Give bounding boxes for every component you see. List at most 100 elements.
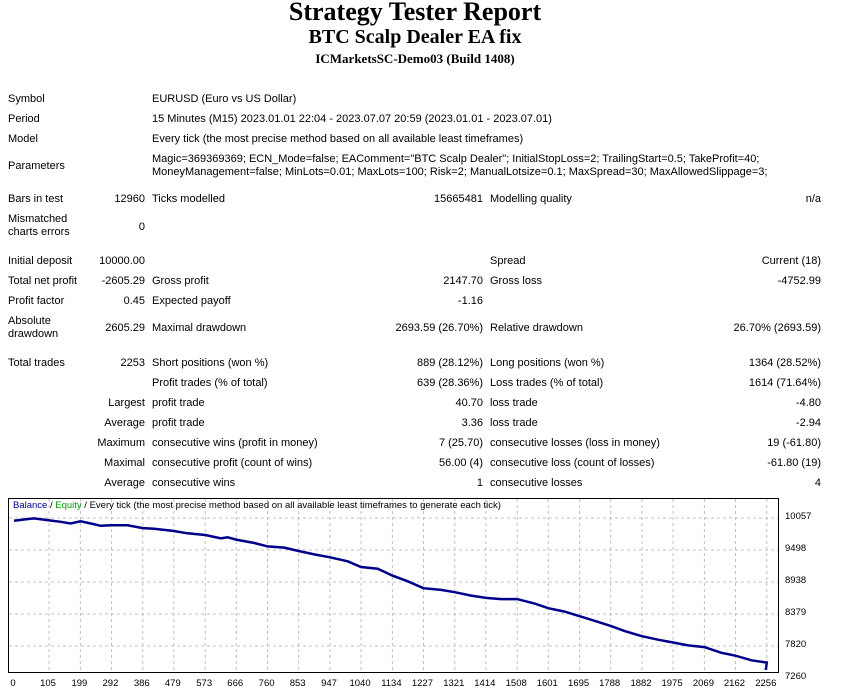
stat-cell-f: -61.80 (19) xyxy=(767,457,821,469)
stat-cell-b: 2253 xyxy=(120,357,145,369)
stat-cell-d: 3.36 xyxy=(461,417,483,429)
stat-cell-e: Long positions (won %) xyxy=(490,357,605,369)
x-tick-label: 1227 xyxy=(411,678,433,689)
stat-cell-a: Period xyxy=(8,113,40,125)
x-tick-label: 573 xyxy=(196,678,213,689)
stat-cell-f: -4752.99 xyxy=(777,275,821,287)
y-tick-label: 10057 xyxy=(785,511,812,522)
x-tick-label: 666 xyxy=(227,678,244,689)
stat-cell-b: Maximum xyxy=(97,437,145,449)
balance-line xyxy=(13,517,769,671)
x-tick-label: 386 xyxy=(133,678,150,689)
stat-cell-e: Modelling quality xyxy=(490,193,572,205)
stat-cell-d: 639 (28.36%) xyxy=(416,377,483,389)
stat-cell-a: Parameters xyxy=(8,160,65,172)
stat-cell-c: EURUSD (Euro vs US Dollar) xyxy=(152,93,297,105)
stat-cell-b: Average xyxy=(104,477,145,489)
x-tick-label: 479 xyxy=(164,678,181,689)
stat-cell-f: 26.70% (2693.59) xyxy=(733,322,821,334)
stat-cell-c: 15 Minutes (M15) 2023.01.01 22:04 - 2023… xyxy=(152,113,552,125)
stat-cell-b: -2605.29 xyxy=(101,275,145,287)
stat-cell-c: Expected payoff xyxy=(152,295,231,307)
x-tick-label: 2069 xyxy=(692,678,714,689)
x-tick-label: 1414 xyxy=(474,678,496,689)
stat-cell-c: Ticks modelled xyxy=(152,193,225,205)
x-tick-label: 0 xyxy=(10,678,16,689)
stat-cell-b: 0 xyxy=(138,221,145,233)
chart-plot xyxy=(9,499,778,672)
stat-cell-b: Largest xyxy=(108,397,145,409)
stat-cell-c: consecutive profit (count of wins) xyxy=(152,457,313,469)
stat-cell-c: consecutive wins xyxy=(152,477,236,489)
stat-cell-f: -4.80 xyxy=(795,397,821,409)
stat-cell-f: Current (18) xyxy=(761,255,821,267)
x-tick-label: 1508 xyxy=(505,678,527,689)
y-tick-label: 8379 xyxy=(785,606,807,618)
stat-cell-a: Bars in test xyxy=(8,193,64,205)
stat-cell-e: Spread xyxy=(490,255,526,267)
stat-cell-f: n/a xyxy=(805,193,821,205)
stat-cell-e: Loss trades (% of total) xyxy=(490,377,604,389)
stat-cell-a: Model xyxy=(8,133,38,145)
x-tick-label: 292 xyxy=(102,678,119,689)
x-tick-label: 1695 xyxy=(568,678,590,689)
stat-cell-a: Symbol xyxy=(8,93,45,105)
legend-balance: Balance xyxy=(13,500,48,511)
x-tick-label: 199 xyxy=(71,678,88,689)
stat-cell-c: Gross profit xyxy=(152,275,209,287)
stat-cell-d: 7 (25.70) xyxy=(438,437,483,449)
x-tick-label: 947 xyxy=(321,678,337,689)
stat-cell-c: Profit trades (% of total) xyxy=(152,377,268,389)
legend-sep: / xyxy=(81,500,90,511)
stat-cell-b: 10000.00 xyxy=(99,255,145,267)
chart-legend: Balance / Equity / Every tick (the most … xyxy=(13,500,501,511)
stat-cell-a: Mismatched charts errors xyxy=(8,213,70,238)
stat-cell-c: profit trade xyxy=(152,417,205,429)
x-tick-label: 760 xyxy=(258,678,275,689)
stat-cell-c: consecutive wins (profit in money) xyxy=(152,437,318,449)
server-build: ICMarketsSC-Demo03 (Build 1408) xyxy=(315,51,515,66)
ea-name: BTC Scalp Dealer EA fix xyxy=(308,26,522,48)
y-tick-label: 7820 xyxy=(785,638,807,650)
stat-cell-e: loss trade xyxy=(490,397,538,409)
legend-sep: / xyxy=(47,500,56,511)
stat-cell-d: 2693.59 (26.70%) xyxy=(395,322,483,334)
stat-cell-b: 2605.29 xyxy=(105,322,145,334)
stat-cell-a: Initial deposit xyxy=(8,255,73,267)
report-title: Strategy Tester Report xyxy=(288,0,542,26)
stat-cell-d: 40.70 xyxy=(455,397,483,409)
stat-cell-a: Profit factor xyxy=(8,295,65,307)
stat-cell-c: Maximal drawdown xyxy=(152,322,247,334)
stat-cell-a: Absolute drawdown xyxy=(8,315,59,340)
stat-cell-a: Total trades xyxy=(8,357,65,369)
stat-cell-d: 15665481 xyxy=(434,193,483,205)
stat-cell-c: Short positions (won %) xyxy=(152,357,269,369)
stat-cell-f: -2.94 xyxy=(795,417,821,429)
stat-cell-b: Maximal xyxy=(104,457,145,469)
y-tick-label: 7260 xyxy=(785,671,807,682)
stat-cell-c: Every tick (the most precise method base… xyxy=(152,133,524,145)
stat-cell-e: Relative drawdown xyxy=(490,322,583,334)
stat-cell-e: Gross loss xyxy=(490,275,542,287)
x-tick-label: 1040 xyxy=(349,678,371,689)
x-tick-label: 1788 xyxy=(599,678,621,689)
y-tick-label: 8938 xyxy=(785,575,807,586)
x-tick-label: 1975 xyxy=(661,678,683,689)
x-tick-label: 2162 xyxy=(723,678,746,689)
stat-cell-f: 19 (-61.80) xyxy=(767,437,821,449)
stat-cell-f: 1614 (71.64%) xyxy=(748,377,821,389)
stat-cell-e: consecutive losses (loss in money) xyxy=(490,437,660,449)
stat-cell-f: 1364 (28.52%) xyxy=(748,357,821,369)
x-tick-label: 853 xyxy=(289,678,306,689)
legend-equity: Equity xyxy=(55,500,82,511)
stat-cell-b: Average xyxy=(104,417,145,429)
x-tick-label: 1134 xyxy=(381,678,402,689)
legend-model: Every tick (the most precise method base… xyxy=(89,500,501,511)
x-tick-label: 1321 xyxy=(443,678,465,689)
stat-cell-e: consecutive losses xyxy=(490,477,583,489)
stat-cell-d: -1.16 xyxy=(457,295,483,307)
x-tick-label: 2256 xyxy=(755,678,777,689)
stat-cell-d: 56.00 (4) xyxy=(438,457,483,469)
stat-cell-f: 4 xyxy=(814,477,821,489)
stat-cell-d: 889 (28.12%) xyxy=(416,357,483,369)
